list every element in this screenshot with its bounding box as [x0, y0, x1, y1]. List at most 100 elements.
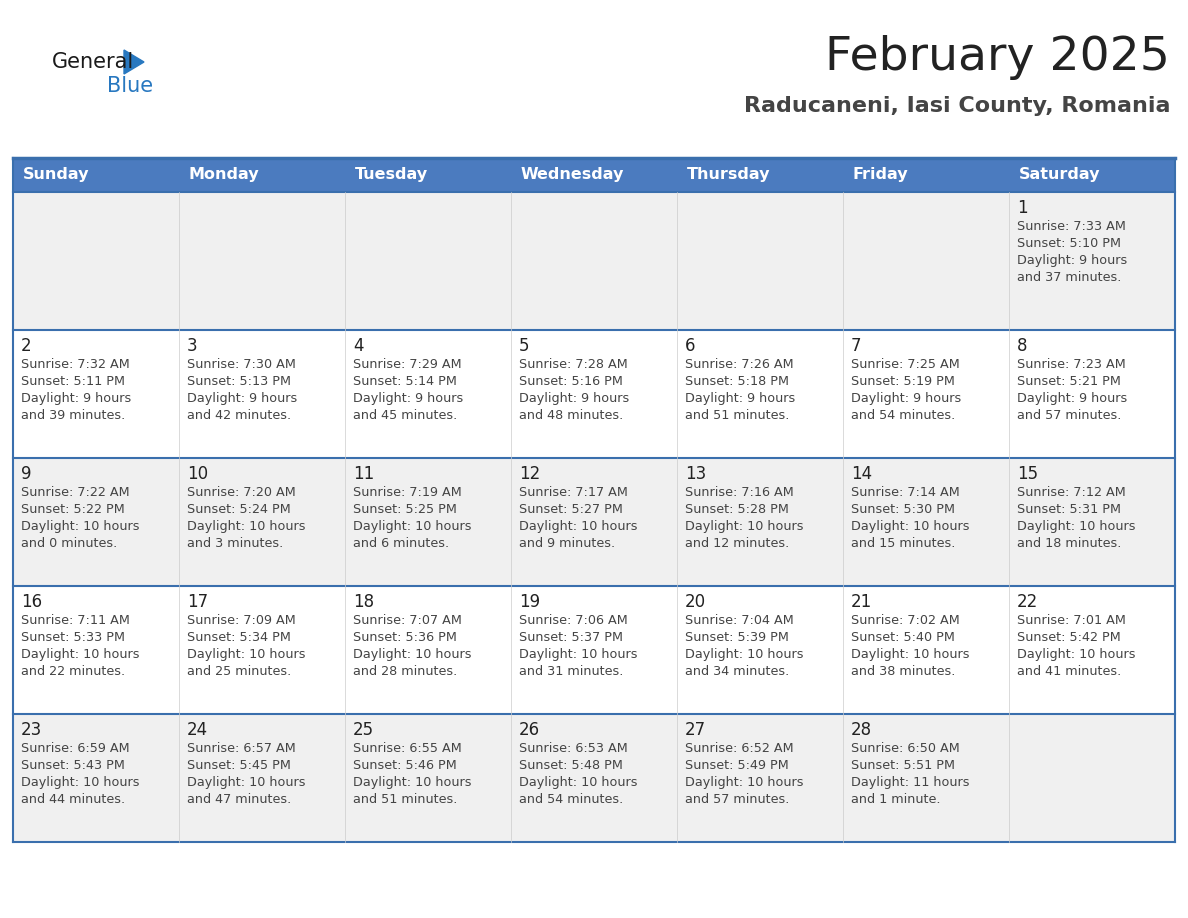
- Text: Sunrise: 7:09 AM: Sunrise: 7:09 AM: [187, 614, 296, 627]
- Text: Sunrise: 7:22 AM: Sunrise: 7:22 AM: [21, 486, 129, 499]
- Text: Sunrise: 7:30 AM: Sunrise: 7:30 AM: [187, 358, 296, 371]
- Text: Sunset: 5:25 PM: Sunset: 5:25 PM: [353, 503, 457, 516]
- Text: Sunrise: 7:01 AM: Sunrise: 7:01 AM: [1017, 614, 1126, 627]
- Text: Sunrise: 6:50 AM: Sunrise: 6:50 AM: [851, 742, 960, 755]
- Text: Daylight: 10 hours: Daylight: 10 hours: [353, 776, 472, 789]
- Text: Daylight: 10 hours: Daylight: 10 hours: [187, 648, 305, 661]
- Text: Monday: Monday: [189, 167, 260, 183]
- Bar: [13, 192, 1175, 330]
- Text: Sunset: 5:46 PM: Sunset: 5:46 PM: [353, 759, 456, 772]
- Text: 19: 19: [519, 593, 541, 611]
- Text: and 54 minutes.: and 54 minutes.: [851, 409, 955, 422]
- Text: and 41 minutes.: and 41 minutes.: [1017, 665, 1121, 678]
- Text: Daylight: 10 hours: Daylight: 10 hours: [1017, 648, 1136, 661]
- Text: Sunrise: 7:19 AM: Sunrise: 7:19 AM: [353, 486, 462, 499]
- Text: Sunset: 5:13 PM: Sunset: 5:13 PM: [187, 375, 291, 388]
- Text: Sunrise: 6:57 AM: Sunrise: 6:57 AM: [187, 742, 296, 755]
- Text: and 9 minutes.: and 9 minutes.: [519, 537, 615, 550]
- Text: Daylight: 9 hours: Daylight: 9 hours: [685, 392, 795, 405]
- Text: Raducaneni, Iasi County, Romania: Raducaneni, Iasi County, Romania: [744, 96, 1170, 116]
- Text: and 18 minutes.: and 18 minutes.: [1017, 537, 1121, 550]
- Text: and 51 minutes.: and 51 minutes.: [353, 793, 457, 806]
- Text: and 6 minutes.: and 6 minutes.: [353, 537, 449, 550]
- Text: Sunset: 5:48 PM: Sunset: 5:48 PM: [519, 759, 623, 772]
- Text: Sunrise: 7:28 AM: Sunrise: 7:28 AM: [519, 358, 627, 371]
- Text: and 51 minutes.: and 51 minutes.: [685, 409, 789, 422]
- Text: Saturday: Saturday: [1019, 167, 1100, 183]
- Text: Daylight: 9 hours: Daylight: 9 hours: [851, 392, 961, 405]
- Text: Sunset: 5:27 PM: Sunset: 5:27 PM: [519, 503, 623, 516]
- Text: Daylight: 9 hours: Daylight: 9 hours: [1017, 392, 1127, 405]
- Text: 23: 23: [21, 721, 43, 739]
- Text: 11: 11: [353, 465, 374, 483]
- Text: and 44 minutes.: and 44 minutes.: [21, 793, 125, 806]
- Text: Sunrise: 6:52 AM: Sunrise: 6:52 AM: [685, 742, 794, 755]
- Text: Sunset: 5:10 PM: Sunset: 5:10 PM: [1017, 237, 1121, 250]
- Text: and 31 minutes.: and 31 minutes.: [519, 665, 624, 678]
- Text: 17: 17: [187, 593, 208, 611]
- Text: Sunrise: 6:59 AM: Sunrise: 6:59 AM: [21, 742, 129, 755]
- Text: Daylight: 10 hours: Daylight: 10 hours: [21, 776, 139, 789]
- Text: Friday: Friday: [853, 167, 909, 183]
- Text: and 38 minutes.: and 38 minutes.: [851, 665, 955, 678]
- Text: Daylight: 10 hours: Daylight: 10 hours: [685, 648, 803, 661]
- Text: Daylight: 9 hours: Daylight: 9 hours: [21, 392, 131, 405]
- Text: Daylight: 10 hours: Daylight: 10 hours: [685, 776, 803, 789]
- Text: Sunrise: 6:55 AM: Sunrise: 6:55 AM: [353, 742, 462, 755]
- Text: and 3 minutes.: and 3 minutes.: [187, 537, 283, 550]
- Text: 18: 18: [353, 593, 374, 611]
- Text: Blue: Blue: [107, 76, 153, 96]
- Text: 2: 2: [21, 337, 32, 355]
- Text: Sunset: 5:11 PM: Sunset: 5:11 PM: [21, 375, 125, 388]
- Text: 6: 6: [685, 337, 695, 355]
- Text: Sunset: 5:51 PM: Sunset: 5:51 PM: [851, 759, 955, 772]
- Text: Sunrise: 7:32 AM: Sunrise: 7:32 AM: [21, 358, 129, 371]
- Text: Sunrise: 7:14 AM: Sunrise: 7:14 AM: [851, 486, 960, 499]
- Polygon shape: [124, 50, 144, 74]
- Text: 10: 10: [187, 465, 208, 483]
- Text: Sunrise: 6:53 AM: Sunrise: 6:53 AM: [519, 742, 627, 755]
- Text: 14: 14: [851, 465, 872, 483]
- Text: 5: 5: [519, 337, 530, 355]
- Text: 13: 13: [685, 465, 706, 483]
- Text: Tuesday: Tuesday: [355, 167, 428, 183]
- Text: Daylight: 10 hours: Daylight: 10 hours: [353, 520, 472, 533]
- Bar: [13, 586, 1175, 714]
- Text: 16: 16: [21, 593, 42, 611]
- Bar: [13, 330, 1175, 458]
- Text: 21: 21: [851, 593, 872, 611]
- Text: and 37 minutes.: and 37 minutes.: [1017, 271, 1121, 284]
- Text: 22: 22: [1017, 593, 1038, 611]
- Text: Sunset: 5:19 PM: Sunset: 5:19 PM: [851, 375, 955, 388]
- Text: Sunset: 5:18 PM: Sunset: 5:18 PM: [685, 375, 789, 388]
- Text: Daylight: 9 hours: Daylight: 9 hours: [187, 392, 297, 405]
- Text: Sunset: 5:33 PM: Sunset: 5:33 PM: [21, 631, 125, 644]
- Text: Sunrise: 7:29 AM: Sunrise: 7:29 AM: [353, 358, 462, 371]
- Text: Sunrise: 7:16 AM: Sunrise: 7:16 AM: [685, 486, 794, 499]
- Text: and 57 minutes.: and 57 minutes.: [1017, 409, 1121, 422]
- Text: Daylight: 10 hours: Daylight: 10 hours: [685, 520, 803, 533]
- Text: Sunset: 5:43 PM: Sunset: 5:43 PM: [21, 759, 125, 772]
- Text: Sunset: 5:14 PM: Sunset: 5:14 PM: [353, 375, 457, 388]
- Text: Sunrise: 7:07 AM: Sunrise: 7:07 AM: [353, 614, 462, 627]
- Text: Daylight: 9 hours: Daylight: 9 hours: [519, 392, 630, 405]
- Text: Daylight: 10 hours: Daylight: 10 hours: [519, 776, 638, 789]
- Text: Sunset: 5:30 PM: Sunset: 5:30 PM: [851, 503, 955, 516]
- Text: 4: 4: [353, 337, 364, 355]
- Text: 7: 7: [851, 337, 861, 355]
- Text: Sunrise: 7:26 AM: Sunrise: 7:26 AM: [685, 358, 794, 371]
- Text: Daylight: 10 hours: Daylight: 10 hours: [353, 648, 472, 661]
- Text: 20: 20: [685, 593, 706, 611]
- Text: and 34 minutes.: and 34 minutes.: [685, 665, 789, 678]
- Text: 15: 15: [1017, 465, 1038, 483]
- Text: February 2025: February 2025: [826, 36, 1170, 81]
- Text: 24: 24: [187, 721, 208, 739]
- Text: Sunset: 5:22 PM: Sunset: 5:22 PM: [21, 503, 125, 516]
- Text: and 42 minutes.: and 42 minutes.: [187, 409, 291, 422]
- Text: 28: 28: [851, 721, 872, 739]
- Text: and 28 minutes.: and 28 minutes.: [353, 665, 457, 678]
- Text: Daylight: 10 hours: Daylight: 10 hours: [187, 520, 305, 533]
- Text: Sunset: 5:28 PM: Sunset: 5:28 PM: [685, 503, 789, 516]
- Text: Wednesday: Wednesday: [522, 167, 625, 183]
- Text: Daylight: 9 hours: Daylight: 9 hours: [353, 392, 463, 405]
